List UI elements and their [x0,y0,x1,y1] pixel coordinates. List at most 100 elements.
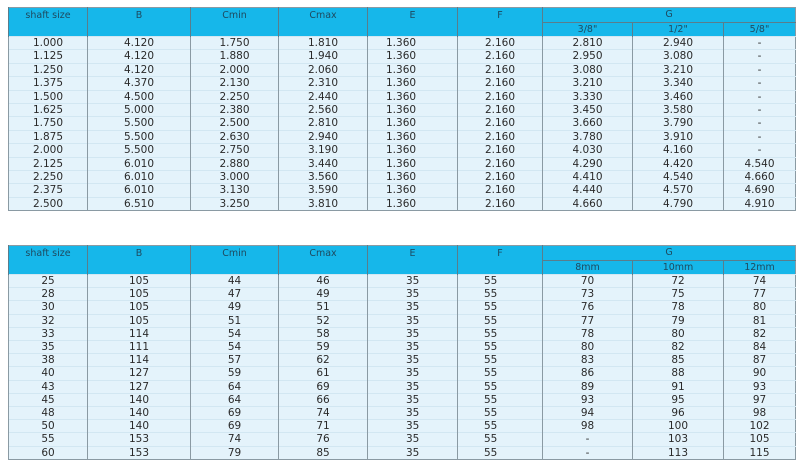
cell-g2: 75 [632,287,724,301]
table-row: 1.250 4.120 2.000 2.060 1.360 2.160 3.080 3.210… [8,62,796,77]
table-row: 25 105 44 46 35 55 70 72 74 [8,273,796,288]
cell-g3: 102 [722,419,796,433]
cell-e: 35 [367,379,458,394]
cell-b: 105 [87,300,191,315]
cell-shaft-size: 1.500 [8,89,88,104]
cell-cmin: 57 [190,353,279,367]
cell-b: 6.010 [87,170,191,184]
cell-g2: 103 [632,432,724,447]
cell-e: 1.360 [367,129,458,144]
cell-g1: 4.290 [542,156,633,171]
cell-shaft-size: 40 [8,366,88,381]
cell-cmax: 2.560 [278,103,368,117]
table-row: 2.500 6.510 3.250 3.810 1.360 2.160 4.660 4.790… [8,196,796,211]
cell-cmin: 3.000 [190,170,279,184]
inch-dimensions-table: shaft size B Cmin Cmax E F G 3/8" 1/2" 5… [8,7,797,212]
cell-g1: 3.660 [542,116,633,131]
cell-f: 2.160 [457,49,543,64]
cell-g1: 4.410 [542,170,633,184]
cell-e: 1.360 [367,89,458,104]
cell-b: 6.010 [87,156,191,171]
cell-cmin: 69 [190,419,279,433]
cell-f: 2.160 [457,183,543,198]
header-g-sub: 3/8" [542,22,633,37]
cell-g2: 4.790 [632,196,724,211]
cell-cmin: 2.130 [190,76,279,91]
cell-cmin: 47 [190,287,279,301]
table-row: 1.625 5.000 2.380 2.560 1.360 2.160 3.450 3.580… [8,103,796,117]
cell-cmax: 59 [278,340,368,354]
cell-e: 35 [367,445,458,460]
cell-f: 55 [457,326,543,341]
cell-g3: - [722,76,796,91]
cell-g3: - [722,89,796,104]
cell-cmax: 61 [278,366,368,381]
header-f: F [457,7,543,37]
cell-g2: 95 [632,392,724,407]
table-row: 48 140 69 74 35 55 94 96 98 [8,406,796,420]
cell-b: 4.120 [87,62,191,77]
cell-shaft-size: 50 [8,419,88,433]
cell-cmax: 85 [278,445,368,460]
cell-shaft-size: 30 [8,300,88,315]
cell-g1: 4.440 [542,183,633,198]
cell-g3: 82 [722,326,796,341]
table-row: 1.750 5.500 2.500 2.810 1.360 2.160 3.660 3.790… [8,116,796,131]
cell-g2: 2.940 [632,35,724,50]
cell-f: 2.160 [457,103,543,117]
header-cmax: Cmax [278,7,368,37]
cell-f: 55 [457,445,543,460]
table-row: 55 153 74 76 35 55-103 105 [8,432,796,447]
cell-e: 35 [367,353,458,367]
cell-e: 35 [367,326,458,341]
cell-b: 153 [87,445,191,460]
table-row: 33 114 54 58 35 55 78 80 82 [8,326,796,341]
cell-cmin: 64 [190,392,279,407]
cell-f: 2.160 [457,143,543,158]
cell-g3: 93 [722,379,796,394]
cell-g2: 4.540 [632,170,724,184]
header-f: F [457,245,543,275]
cell-g3: - [722,116,796,131]
cell-f: 55 [457,353,543,367]
table-row: 38 114 57 62 35 55 83 85 87 [8,353,796,367]
cell-e: 1.360 [367,76,458,91]
cell-cmax: 2.810 [278,116,368,131]
cell-cmin: 64 [190,379,279,394]
cell-shaft-size: 2.000 [8,143,88,158]
cell-shaft-size: 2.500 [8,196,88,211]
cell-b: 127 [87,366,191,381]
cell-shaft-size: 1.000 [8,35,88,50]
cell-cmin: 54 [190,326,279,341]
table-row: 40 127 59 61 35 55 86 88 90 [8,366,796,381]
cell-f: 2.160 [457,156,543,171]
cell-cmax: 2.310 [278,76,368,91]
cell-e: 35 [367,313,458,328]
cell-g2: 96 [632,406,724,420]
cell-cmin: 59 [190,366,279,381]
cell-g2: 3.080 [632,49,724,64]
cell-g2: 88 [632,366,724,381]
table-row: 60 153 79 85 35 55-113 115 [8,445,796,460]
cell-g1: 4.660 [542,196,633,211]
cell-cmin: 2.250 [190,89,279,104]
cell-cmax: 76 [278,432,368,447]
cell-cmax: 1.940 [278,49,368,64]
cell-b: 140 [87,406,191,420]
table-row: 32 105 51 52 35 55 77 79 81 [8,313,796,328]
cell-b: 105 [87,287,191,301]
cell-b: 114 [87,353,191,367]
cell-cmax: 52 [278,313,368,328]
cell-f: 55 [457,406,543,420]
table-row: 1.875 5.500 2.630 2.940 1.360 2.160 3.780 3.910… [8,129,796,144]
cell-e: 1.360 [367,143,458,158]
cell-cmax: 2.060 [278,62,368,77]
header-g-sub: 10mm [632,260,724,275]
cell-cmax: 66 [278,392,368,407]
cell-b: 4.120 [87,49,191,64]
cell-cmax: 58 [278,326,368,341]
cell-b: 140 [87,392,191,407]
cell-f: 55 [457,432,543,447]
cell-e: 35 [367,392,458,407]
cell-e: 35 [367,287,458,301]
